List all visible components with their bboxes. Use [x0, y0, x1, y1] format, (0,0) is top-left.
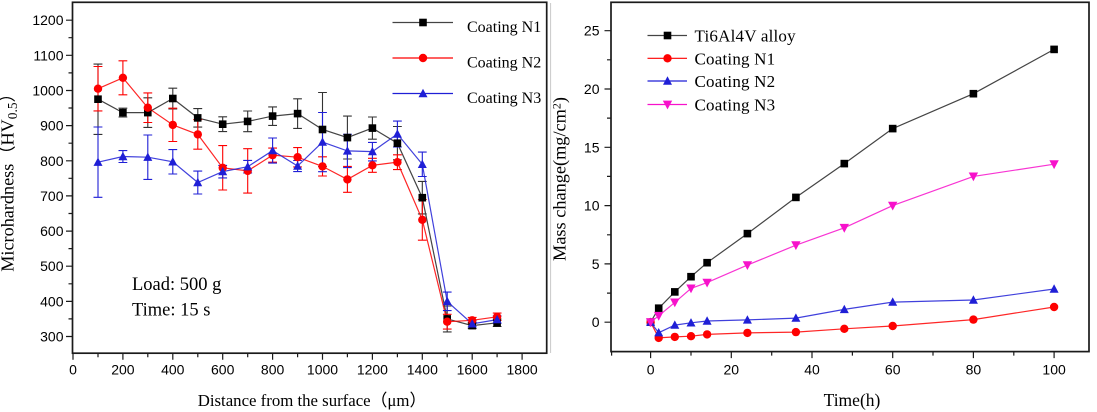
- svg-text:1200: 1200: [357, 362, 388, 378]
- svg-text:800: 800: [261, 362, 285, 378]
- svg-text:Ti6Al4V alloy: Ti6Al4V alloy: [695, 27, 797, 46]
- svg-text:40: 40: [804, 362, 820, 378]
- svg-text:1400: 1400: [407, 362, 438, 378]
- svg-text:80: 80: [966, 362, 982, 378]
- svg-text:1000: 1000: [32, 83, 63, 99]
- svg-text:Coating N2: Coating N2: [467, 55, 541, 72]
- svg-text:300: 300: [40, 329, 64, 345]
- svg-text:20: 20: [724, 362, 740, 378]
- svg-text:1200: 1200: [32, 12, 63, 28]
- svg-text:15: 15: [584, 139, 600, 155]
- svg-text:Time: 15 s: Time: 15 s: [132, 300, 210, 320]
- svg-text:60: 60: [885, 362, 901, 378]
- svg-text:700: 700: [40, 188, 64, 204]
- svg-text:1800: 1800: [507, 362, 538, 378]
- svg-text:Mass change(mg/cm2): Mass change(mg/cm2): [549, 97, 570, 261]
- svg-text:Microhardness（HV0.5）: Microhardness（HV0.5）: [0, 84, 20, 272]
- svg-text:10: 10: [584, 198, 600, 214]
- svg-text:25: 25: [584, 23, 600, 39]
- svg-text:400: 400: [161, 362, 185, 378]
- svg-text:Coating N1: Coating N1: [467, 19, 541, 36]
- svg-text:500: 500: [40, 258, 64, 274]
- svg-text:0: 0: [647, 362, 655, 378]
- svg-text:Distance from the surface（μm）: Distance from the surface（μm）: [198, 391, 426, 410]
- svg-text:Coating N3: Coating N3: [695, 96, 776, 115]
- svg-text:600: 600: [40, 223, 64, 239]
- svg-text:200: 200: [111, 362, 135, 378]
- svg-text:1100: 1100: [33, 47, 63, 63]
- svg-text:Coating N1: Coating N1: [695, 49, 776, 68]
- svg-text:0: 0: [69, 362, 77, 378]
- svg-text:100: 100: [1042, 362, 1066, 378]
- svg-text:0: 0: [592, 314, 600, 330]
- svg-text:Time(h): Time(h): [824, 390, 881, 410]
- svg-text:Coating N2: Coating N2: [695, 72, 776, 91]
- svg-text:Coating N3: Coating N3: [467, 90, 541, 107]
- svg-text:1000: 1000: [307, 362, 338, 378]
- svg-text:1600: 1600: [457, 362, 488, 378]
- svg-text:5: 5: [592, 256, 600, 272]
- svg-text:20: 20: [584, 81, 600, 97]
- svg-text:400: 400: [40, 293, 64, 309]
- svg-text:600: 600: [211, 362, 235, 378]
- svg-text:800: 800: [40, 153, 64, 169]
- svg-text:900: 900: [40, 118, 64, 134]
- svg-text:Load: 500 g: Load: 500 g: [132, 275, 221, 295]
